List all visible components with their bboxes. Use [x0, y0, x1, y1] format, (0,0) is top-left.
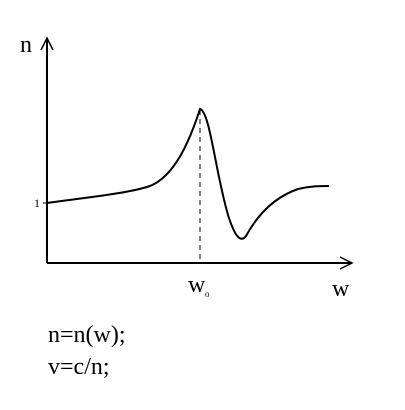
x-axis-label: w	[332, 276, 350, 302]
equation: v=c/n;	[48, 354, 110, 380]
dispersion-curve	[46, 107, 330, 240]
resonance-label: w	[188, 272, 206, 298]
resonance-subscript: o	[205, 289, 210, 299]
x-axis-arrow	[339, 256, 354, 270]
y-mark-label: 1	[34, 196, 40, 210]
y-axis-label: n	[20, 32, 32, 58]
y-axis-arrow	[40, 36, 54, 51]
equation: n=n(w);	[48, 322, 126, 348]
